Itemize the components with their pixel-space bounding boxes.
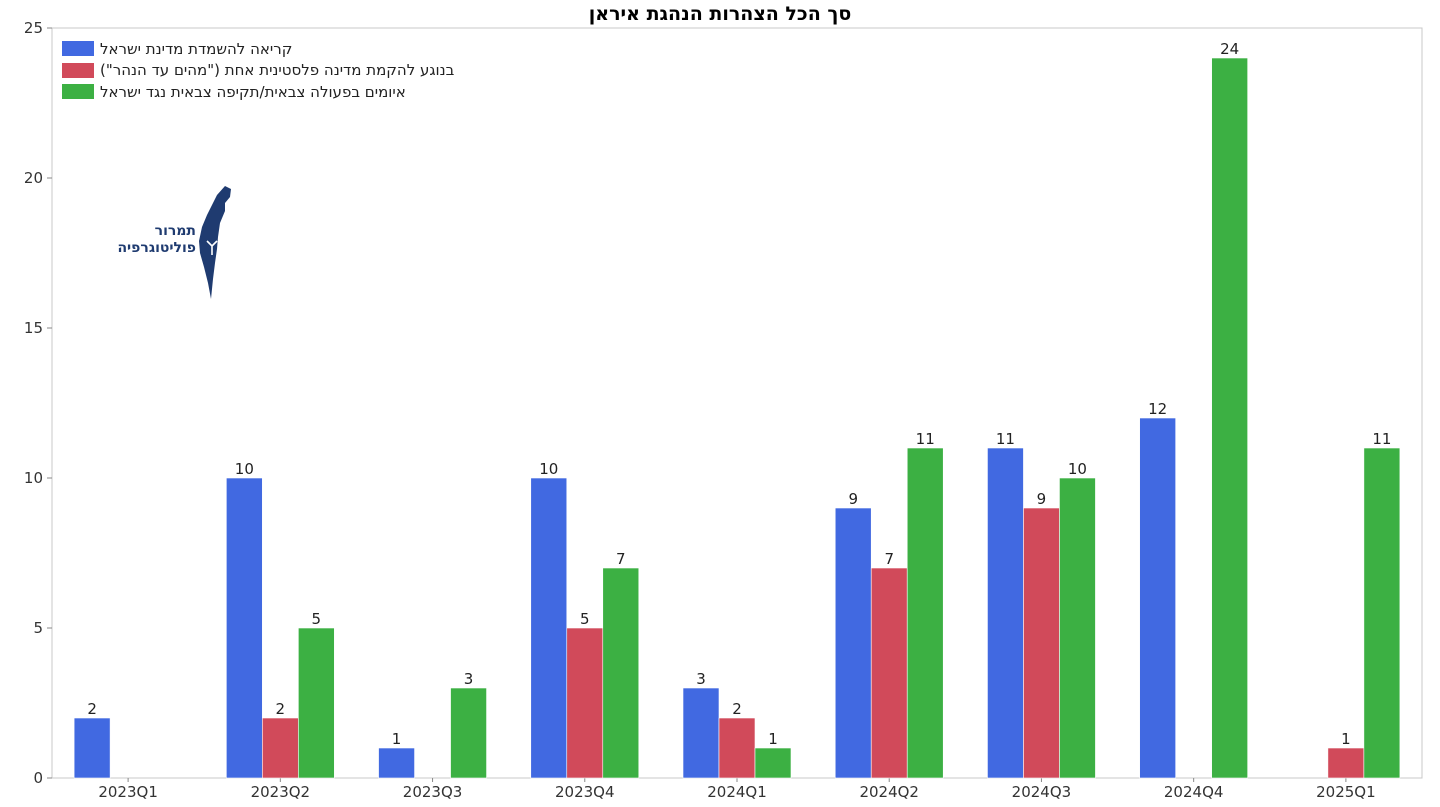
bar-2025Q1-series-2 xyxy=(1327,747,1365,779)
legend-item: קריאה להשמדת מדינת ישראל xyxy=(62,38,454,60)
data-label: 2 xyxy=(732,700,742,718)
data-label: 24 xyxy=(1220,40,1239,58)
bar-2024Q4-series-1 xyxy=(1139,417,1176,779)
legend-item: איומים בפעולה צבאית/תקיפה צבאית נגד ישרא… xyxy=(62,81,454,103)
bar-2024Q2-series-1 xyxy=(834,507,872,779)
data-label: 2 xyxy=(276,700,286,718)
israel-map-icon xyxy=(199,186,231,299)
bar-2024Q3-series-1 xyxy=(987,447,1024,779)
data-label: 2 xyxy=(87,700,97,718)
data-label: 1 xyxy=(768,730,778,748)
y-tick-label: 5 xyxy=(33,619,43,637)
bar-2024Q3-series-3 xyxy=(1059,477,1096,779)
legend-label: בנוגע להקמת מדינה פלסטינית אחת ("מהים עד… xyxy=(100,61,455,80)
bar-2024Q1-series-3 xyxy=(754,747,792,779)
bar-2023Q2-series-3 xyxy=(298,627,335,779)
data-label: 12 xyxy=(1148,400,1167,418)
data-label: 9 xyxy=(1037,490,1047,508)
logo-line-1: תמרור xyxy=(154,223,196,239)
logo-line-2: פוליטוגרפיה xyxy=(117,240,196,256)
legend-swatch-series-2 xyxy=(62,62,94,78)
bar-2023Q4-series-2 xyxy=(566,627,604,779)
bar-2023Q1-series-1 xyxy=(73,717,111,779)
y-tick-label: 25 xyxy=(24,19,43,37)
bar-2023Q2-series-2 xyxy=(262,717,299,779)
bar-2024Q2-series-2 xyxy=(870,567,908,779)
bar-2023Q4-series-1 xyxy=(530,477,568,779)
y-tick-label: 15 xyxy=(24,319,43,337)
legend-label: איומים בפעולה צבאית/תקיפה צבאית נגד ישרא… xyxy=(100,82,406,101)
data-label: 7 xyxy=(616,550,626,568)
x-tick-label: 2023Q1 xyxy=(98,783,158,801)
x-tick-label: 2024Q3 xyxy=(1012,783,1072,801)
data-label: 9 xyxy=(848,490,858,508)
data-label: 10 xyxy=(539,460,558,478)
bar-2024Q1-series-1 xyxy=(682,687,720,779)
chart-title: סך הכל הצהרות הנהגת איראן xyxy=(588,3,852,25)
plot-area xyxy=(51,27,1423,779)
bar-2023Q3-series-1 xyxy=(378,747,415,779)
data-label: 11 xyxy=(916,430,935,448)
bar-2023Q2-series-1 xyxy=(226,477,263,779)
legend-swatch-series-1 xyxy=(62,41,94,57)
data-label: 5 xyxy=(312,610,322,628)
bar-2024Q1-series-2 xyxy=(718,717,756,779)
x-tick-label: 2023Q2 xyxy=(251,783,311,801)
bar-2024Q4-series-3 xyxy=(1211,57,1248,779)
data-label: 3 xyxy=(464,670,474,688)
data-label: 10 xyxy=(235,460,254,478)
data-label: 5 xyxy=(580,610,590,628)
y-tick-label: 0 xyxy=(33,769,43,787)
x-tick-label: 2023Q4 xyxy=(555,783,615,801)
x-tick-label: 2024Q4 xyxy=(1164,783,1224,801)
bar-2023Q3-series-3 xyxy=(450,687,487,779)
bar-layer xyxy=(73,57,1401,779)
x-tick-label: 2024Q2 xyxy=(859,783,919,801)
bar-2025Q1-series-3 xyxy=(1363,447,1401,779)
bar-2024Q3-series-2 xyxy=(1023,507,1060,779)
y-tick-label: 10 xyxy=(24,469,43,487)
legend-item: בנוגע להקמת מדינה פלסטינית אחת ("מהים עד… xyxy=(62,60,454,82)
data-label: 10 xyxy=(1068,460,1087,478)
bar-2023Q4-series-3 xyxy=(602,567,640,779)
data-label: 1 xyxy=(392,730,402,748)
legend-swatch-series-3 xyxy=(62,84,94,100)
data-label: 1 xyxy=(1341,730,1351,748)
data-label: 11 xyxy=(996,430,1015,448)
data-label: 3 xyxy=(696,670,706,688)
bar-2024Q2-series-3 xyxy=(906,447,944,779)
logo-text: תמרור פוליטוגרפיה xyxy=(104,223,196,257)
y-tick-label: 20 xyxy=(24,169,43,187)
data-label: 7 xyxy=(884,550,894,568)
x-tick-label: 2024Q1 xyxy=(707,783,767,801)
data-label: 11 xyxy=(1372,430,1391,448)
x-tick-label: 2025Q1 xyxy=(1316,783,1376,801)
legend: קריאה להשמדת מדינת ישראל בנוגע להקמת מדי… xyxy=(62,38,454,103)
legend-label: קריאה להשמדת מדינת ישראל xyxy=(100,39,293,58)
x-tick-label: 2023Q3 xyxy=(403,783,463,801)
